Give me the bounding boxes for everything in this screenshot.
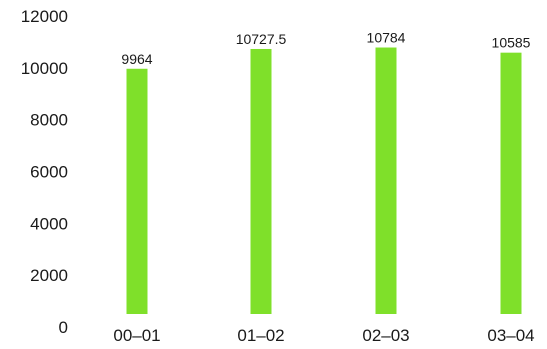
bar (250, 48, 272, 315)
y-tick-label: 10000 (21, 59, 68, 78)
x-tick-label: 01–02 (237, 326, 284, 345)
y-tick-label: 12000 (21, 7, 68, 26)
y-axis: 0 2000 4000 6000 8000 10000 12000 (21, 7, 68, 337)
bar-value-label: 10784 (367, 30, 406, 46)
x-tick-label: 03–04 (487, 326, 534, 345)
x-tick-label: 02–03 (362, 326, 409, 345)
y-tick-label: 4000 (30, 214, 68, 233)
bar (126, 68, 148, 315)
y-tick-label: 2000 (30, 266, 68, 285)
x-axis: 00–01 01–02 02–03 03–04 (113, 326, 534, 345)
y-tick-label: 8000 (30, 111, 68, 130)
bars (126, 47, 522, 315)
bar-value-label: 10727.5 (236, 31, 287, 47)
bar-value-label: 10585 (492, 35, 531, 51)
bar-value-label: 9964 (121, 51, 152, 67)
bar (375, 47, 397, 314)
x-tick-label: 00–01 (113, 326, 160, 345)
y-tick-label: 0 (59, 318, 68, 337)
y-tick-label: 6000 (30, 163, 68, 182)
bar (500, 52, 522, 314)
data-labels: 9964 10727.5 10784 10585 (121, 30, 530, 67)
